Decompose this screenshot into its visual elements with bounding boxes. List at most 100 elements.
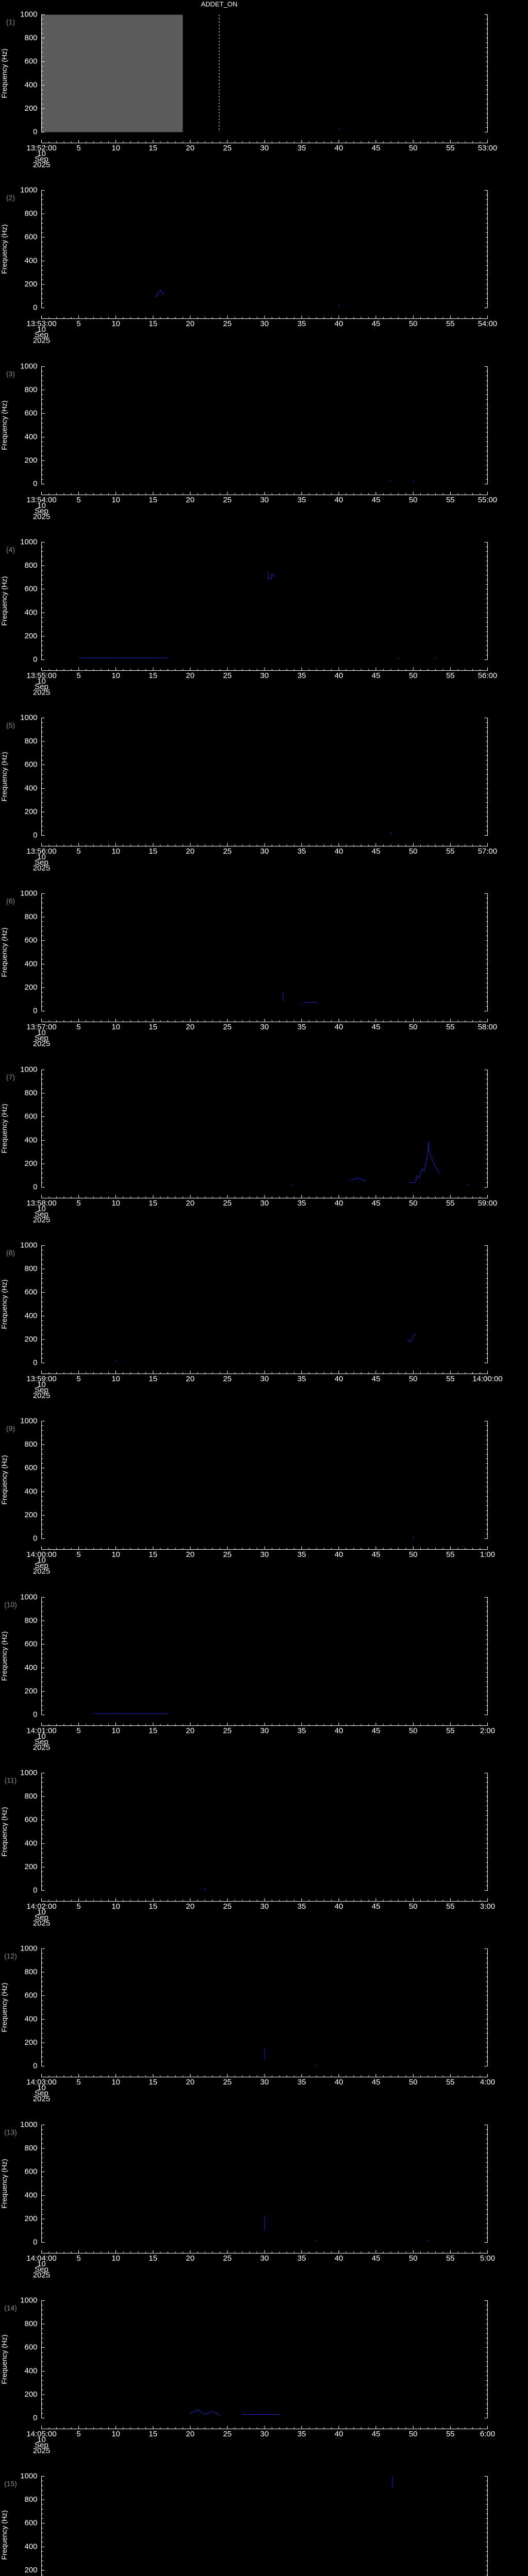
svg-text:55: 55 bbox=[446, 2078, 455, 2087]
svg-text:20: 20 bbox=[186, 1551, 194, 1560]
svg-text:35: 35 bbox=[298, 496, 306, 504]
svg-text:800: 800 bbox=[25, 385, 38, 394]
svg-text:20: 20 bbox=[186, 496, 194, 504]
svg-text:35: 35 bbox=[298, 2430, 306, 2438]
svg-text:55: 55 bbox=[446, 319, 455, 328]
svg-text:14:00:00: 14:00:00 bbox=[472, 1375, 502, 1383]
svg-text:5: 5 bbox=[76, 2430, 80, 2438]
svg-text:58:00: 58:00 bbox=[478, 1023, 498, 1032]
svg-text:0: 0 bbox=[33, 1710, 37, 1719]
svg-text:40: 40 bbox=[335, 1902, 343, 1911]
svg-text:800: 800 bbox=[25, 1792, 38, 1801]
svg-text:0: 0 bbox=[33, 831, 37, 840]
svg-text:600: 600 bbox=[25, 233, 38, 242]
svg-text:1000: 1000 bbox=[20, 1065, 37, 1074]
svg-text:55: 55 bbox=[446, 1199, 455, 1208]
svg-text:600: 600 bbox=[25, 1991, 38, 2000]
svg-text:2025: 2025 bbox=[33, 2446, 50, 2455]
svg-text:55: 55 bbox=[446, 496, 455, 504]
svg-text:5: 5 bbox=[76, 496, 80, 504]
svg-text:40: 40 bbox=[335, 2254, 343, 2263]
svg-text:Frequency (Hz): Frequency (Hz) bbox=[0, 48, 8, 98]
svg-text:20: 20 bbox=[186, 2254, 194, 2263]
svg-text:200: 200 bbox=[25, 2038, 38, 2047]
svg-text:25: 25 bbox=[223, 847, 232, 856]
svg-text:10: 10 bbox=[111, 2430, 120, 2438]
svg-text:400: 400 bbox=[25, 80, 38, 89]
svg-text:800: 800 bbox=[25, 2495, 38, 2504]
svg-text:600: 600 bbox=[25, 2167, 38, 2176]
svg-text:10: 10 bbox=[111, 1199, 120, 1208]
svg-text:2025: 2025 bbox=[33, 864, 50, 873]
svg-text:(14): (14) bbox=[4, 2303, 17, 2312]
svg-text:0: 0 bbox=[33, 655, 37, 664]
svg-text:20: 20 bbox=[186, 319, 194, 328]
svg-text:30: 30 bbox=[260, 1726, 269, 1735]
svg-text:35: 35 bbox=[298, 1199, 306, 1208]
svg-text:2025: 2025 bbox=[33, 512, 50, 521]
svg-text:600: 600 bbox=[25, 585, 38, 594]
svg-text:15: 15 bbox=[148, 496, 157, 504]
svg-text:35: 35 bbox=[298, 2078, 306, 2087]
svg-text:35: 35 bbox=[298, 144, 306, 152]
svg-text:1000: 1000 bbox=[20, 2472, 37, 2481]
svg-text:25: 25 bbox=[223, 1199, 232, 1208]
svg-text:800: 800 bbox=[25, 561, 38, 570]
svg-text:45: 45 bbox=[372, 496, 381, 504]
svg-text:800: 800 bbox=[25, 209, 38, 218]
svg-text:800: 800 bbox=[25, 913, 38, 922]
svg-text:5:00: 5:00 bbox=[480, 2254, 495, 2263]
svg-text:1000: 1000 bbox=[20, 1944, 37, 1953]
svg-text:600: 600 bbox=[25, 1464, 38, 1472]
svg-text:35: 35 bbox=[298, 1551, 306, 1560]
svg-text:10: 10 bbox=[111, 144, 120, 152]
svg-text:15: 15 bbox=[148, 847, 157, 856]
svg-text:0: 0 bbox=[33, 1007, 37, 1015]
svg-text:15: 15 bbox=[148, 319, 157, 328]
svg-text:50: 50 bbox=[409, 1726, 418, 1735]
svg-text:(13): (13) bbox=[4, 2128, 17, 2136]
svg-text:5: 5 bbox=[76, 1375, 80, 1383]
svg-text:200: 200 bbox=[25, 280, 38, 289]
svg-text:200: 200 bbox=[25, 1511, 38, 1519]
svg-text:10: 10 bbox=[111, 1551, 120, 1560]
svg-text:40: 40 bbox=[335, 2078, 343, 2087]
svg-text:10: 10 bbox=[111, 671, 120, 680]
svg-text:5: 5 bbox=[76, 2254, 80, 2263]
svg-text:35: 35 bbox=[298, 1023, 306, 1032]
svg-text:400: 400 bbox=[25, 2366, 38, 2375]
svg-text:3:00: 3:00 bbox=[480, 1902, 495, 1911]
svg-text:50: 50 bbox=[409, 144, 418, 152]
svg-text:45: 45 bbox=[372, 1023, 381, 1032]
svg-text:400: 400 bbox=[25, 2542, 38, 2551]
svg-text:45: 45 bbox=[372, 1199, 381, 1208]
svg-text:25: 25 bbox=[223, 2254, 232, 2263]
svg-text:2025: 2025 bbox=[33, 336, 50, 345]
svg-text:1000: 1000 bbox=[20, 889, 37, 898]
svg-text:45: 45 bbox=[372, 671, 381, 680]
svg-text:Frequency (Hz): Frequency (Hz) bbox=[0, 400, 8, 450]
svg-text:2025: 2025 bbox=[33, 160, 50, 169]
svg-text:45: 45 bbox=[372, 2078, 381, 2087]
svg-text:30: 30 bbox=[260, 1902, 269, 1911]
svg-text:20: 20 bbox=[186, 2078, 194, 2087]
svg-text:(4): (4) bbox=[6, 545, 15, 553]
svg-text:400: 400 bbox=[25, 2191, 38, 2199]
svg-text:55: 55 bbox=[446, 1902, 455, 1911]
svg-text:2025: 2025 bbox=[33, 1040, 50, 1048]
svg-text:35: 35 bbox=[298, 671, 306, 680]
svg-text:5: 5 bbox=[76, 1199, 80, 1208]
svg-text:15: 15 bbox=[148, 2430, 157, 2438]
svg-text:56:00: 56:00 bbox=[478, 671, 498, 680]
svg-text:400: 400 bbox=[25, 608, 38, 617]
svg-text:200: 200 bbox=[25, 1159, 38, 1168]
svg-text:5: 5 bbox=[76, 671, 80, 680]
svg-text:200: 200 bbox=[25, 1687, 38, 1696]
svg-text:25: 25 bbox=[223, 496, 232, 504]
svg-text:50: 50 bbox=[409, 2078, 418, 2087]
svg-text:10: 10 bbox=[111, 847, 120, 856]
svg-text:200: 200 bbox=[25, 2566, 38, 2574]
svg-text:800: 800 bbox=[25, 33, 38, 42]
svg-text:Frequency (Hz): Frequency (Hz) bbox=[0, 1279, 8, 1329]
svg-text:Frequency (Hz): Frequency (Hz) bbox=[0, 576, 8, 625]
